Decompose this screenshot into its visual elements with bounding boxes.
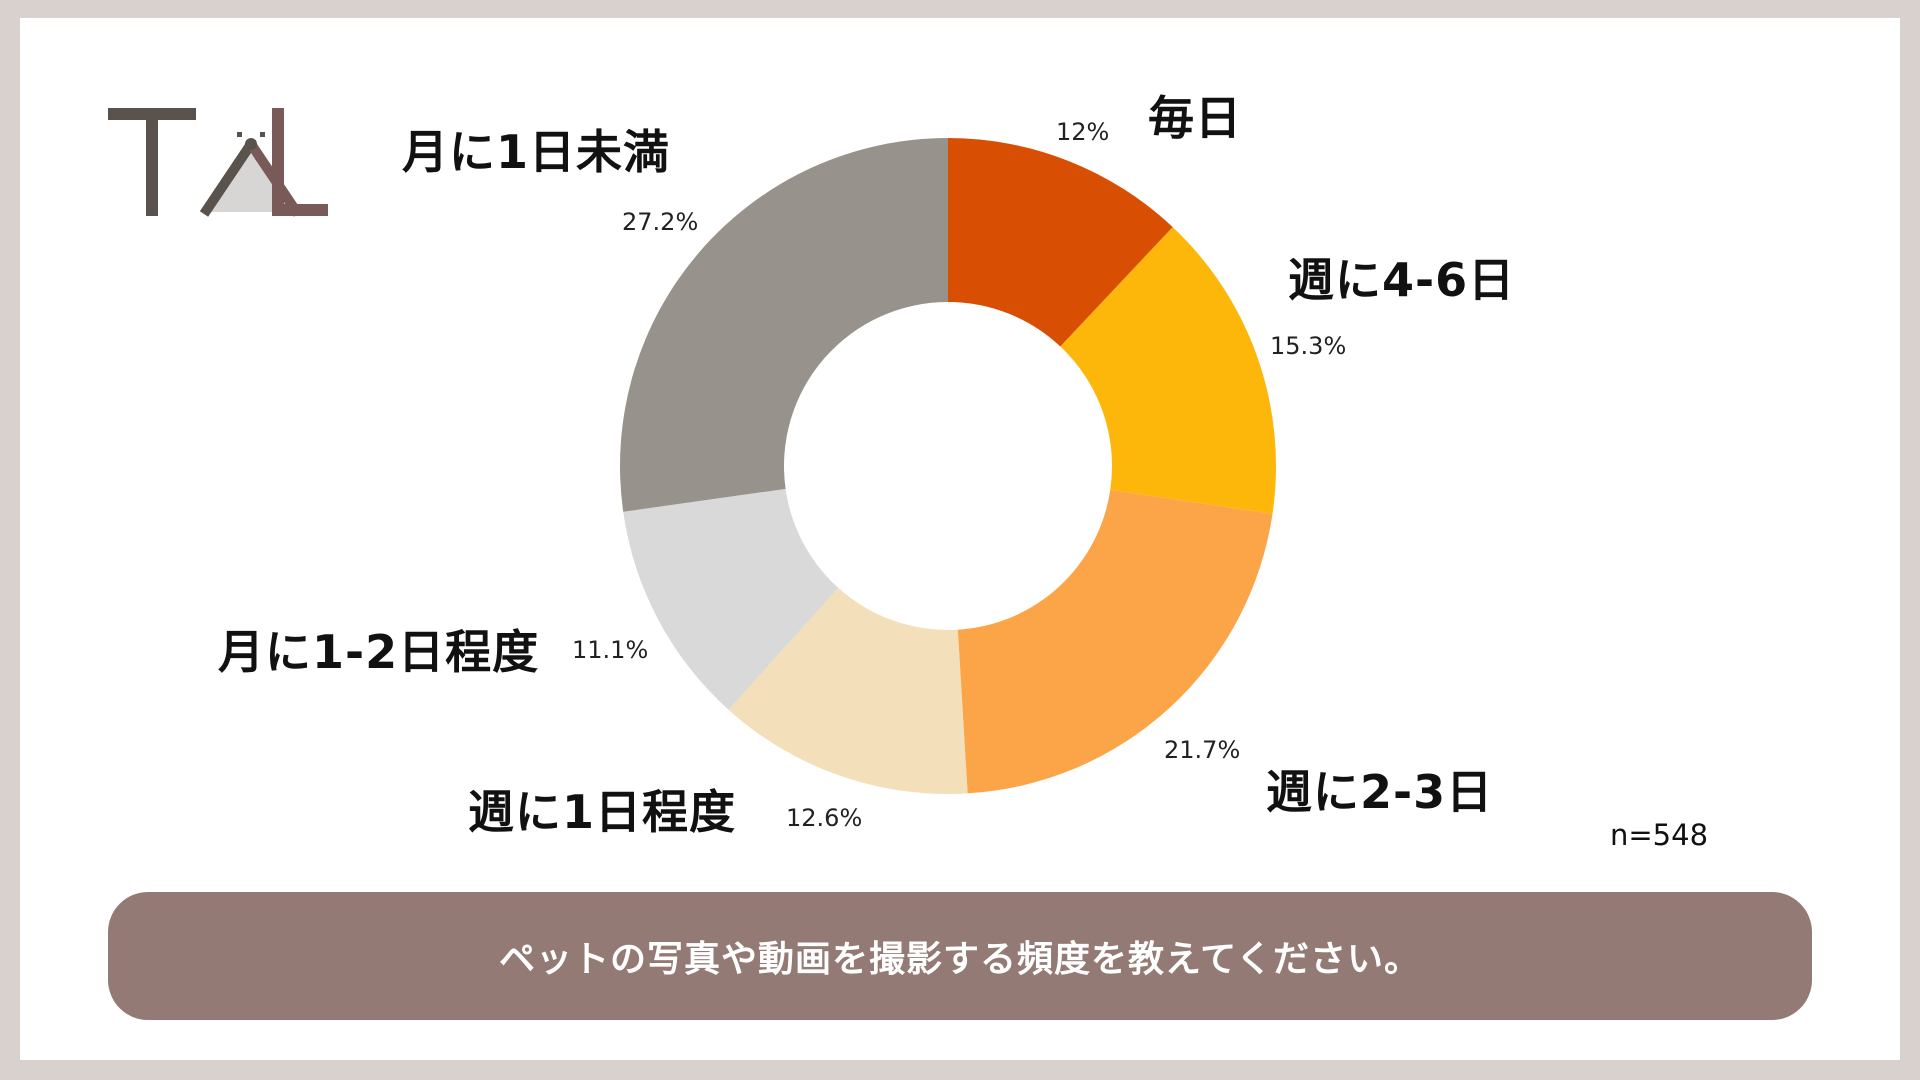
slice-2-3-per-week <box>957 489 1273 794</box>
slice-under-1-per-month <box>619 138 948 512</box>
slice-daily <box>948 138 1173 347</box>
value-label-1-2-per-month: 11.1% <box>572 636 649 664</box>
category-label-1-per-week: 週に1日程度 <box>468 785 737 839</box>
value-label-4-6-per-week: 15.3% <box>1270 332 1347 360</box>
question-text: ペットの写真や動画を撮影する頻度を教えてください。 <box>498 939 1422 980</box>
value-label-under-1-per-month: 27.2% <box>622 208 699 236</box>
question-banner: ペットの写真や動画を撮影する頻度を教えてください。 <box>108 892 1812 1020</box>
category-label-under-1-per-month: 月に1日未満 <box>402 125 671 179</box>
slice-4-6-per-week <box>1060 227 1276 514</box>
category-label-1-2-per-month: 月に1-2日程度 <box>218 625 540 679</box>
category-label-4-6-per-week: 週に4-6日 <box>1288 253 1516 307</box>
value-label-daily: 12% <box>1056 118 1110 146</box>
tal-logo <box>108 108 328 217</box>
slice-1-2-per-month <box>623 488 839 710</box>
slice-1-per-week <box>728 587 968 794</box>
category-label-daily: 毎日 <box>1148 91 1242 145</box>
value-label-2-3-per-week: 21.7% <box>1164 736 1241 764</box>
category-label-2-3-per-week: 週に2-3日 <box>1266 765 1494 819</box>
sample-size-label: n=548 <box>1610 818 1709 852</box>
value-label-1-per-week: 12.6% <box>786 804 863 832</box>
